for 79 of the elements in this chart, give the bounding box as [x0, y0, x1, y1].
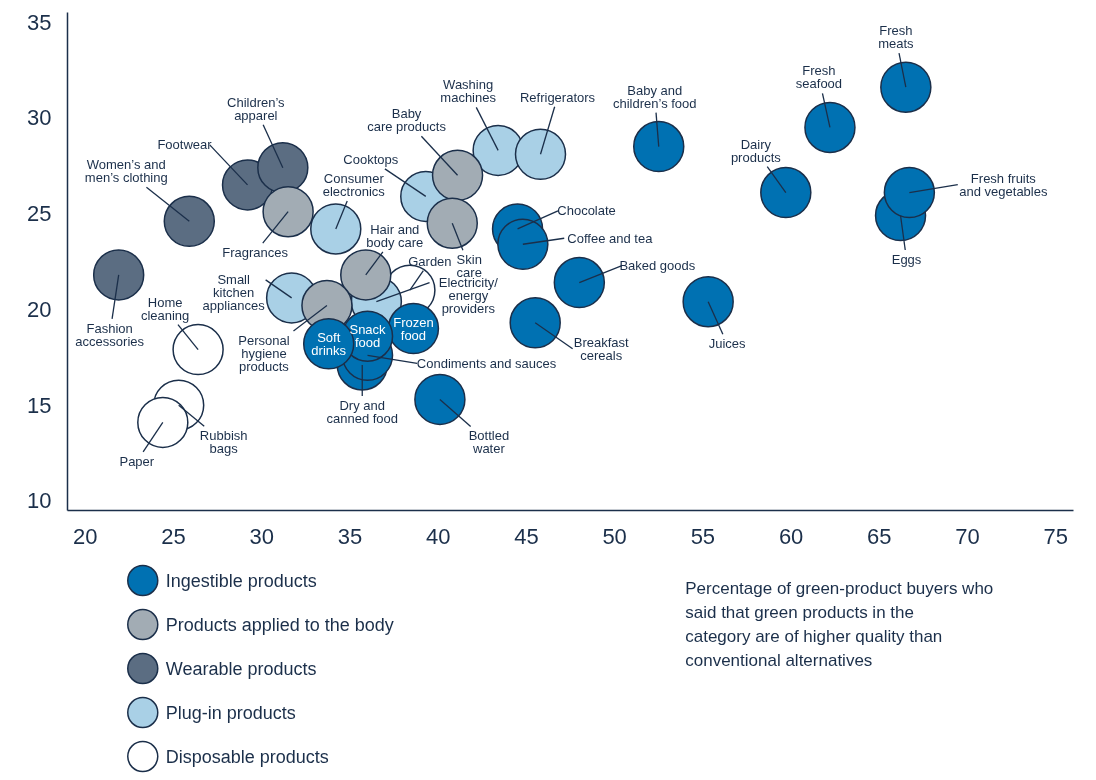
annotation: Snack food — [349, 322, 387, 351]
point — [262, 186, 314, 238]
point — [633, 120, 685, 173]
y-tick-label: 10 — [27, 488, 52, 514]
x-axis-title: Percentage of green-product buyers who said that green products in the category are of higher quality than conventional alternatives — [685, 579, 994, 670]
point — [310, 203, 362, 255]
annotation: Dry and canned food — [326, 397, 399, 426]
x-tick-label: 35 — [337, 523, 363, 549]
y-tick-label: 35 — [27, 9, 52, 35]
x-tick-label: 70 — [955, 523, 980, 549]
point — [340, 249, 392, 301]
point — [883, 166, 936, 219]
point — [257, 141, 309, 194]
point — [880, 61, 932, 113]
annotation: Refrigerators — [519, 89, 596, 105]
annotation: Dairy products — [730, 136, 782, 165]
annotation: Breakfast cereals — [573, 334, 630, 363]
annotation: Baked goods — [619, 258, 696, 274]
annotation: Fragrances — [222, 245, 289, 261]
annotation: Hair and body care — [366, 221, 424, 250]
annotation: Personal hygiene products — [238, 333, 290, 375]
point — [426, 197, 478, 249]
annotation: Baby and children’s food — [612, 82, 697, 111]
annotation: Fashion accessories — [75, 320, 145, 349]
point — [760, 166, 812, 219]
annotation: Fresh fruits and vegetables — [959, 170, 1048, 199]
x-tick-label: 40 — [425, 523, 451, 549]
annotation: Frozen food — [393, 314, 434, 343]
y-tick-label: 30 — [27, 105, 52, 131]
y-tick-label: 15 — [27, 392, 52, 418]
annotation: Washing machines — [440, 77, 497, 106]
annotation: Soft drinks — [311, 329, 347, 358]
x-tick-label: 75 — [1043, 523, 1069, 549]
annotation: Children’s apparel — [227, 94, 286, 123]
annotation: Home cleaning — [140, 294, 190, 323]
point — [172, 323, 224, 376]
annotation: Chocolate — [557, 203, 616, 219]
legend-label: Products applied to the body — [165, 614, 394, 635]
annotation: Juices — [708, 336, 747, 352]
annotation: Condiments and sauces — [416, 355, 557, 371]
x-tick-label: 55 — [690, 523, 716, 549]
annotation: Coffee and tea — [567, 230, 654, 246]
x-tick-label: 65 — [867, 523, 892, 549]
annotation: Small kitchen appliances — [202, 272, 266, 314]
annotation: Cooktops — [343, 151, 399, 167]
annotation: Bottled water — [468, 428, 510, 457]
point — [92, 249, 145, 301]
point — [553, 256, 606, 309]
x-tick-label: 25 — [161, 523, 186, 549]
annotation: Fresh seafood — [795, 63, 843, 92]
legend-label: Disposable products — [165, 746, 329, 767]
x-tick-label: 50 — [602, 523, 627, 549]
annotation: Fresh meats — [878, 23, 915, 52]
annotation: Garden — [408, 253, 452, 269]
annotation: Baby care products — [367, 106, 447, 135]
legend-label: Plug-in products — [165, 702, 296, 723]
x-tick-label: 20 — [72, 523, 98, 549]
annotation: Rubbish bags — [199, 428, 248, 457]
point — [137, 396, 189, 449]
point — [682, 276, 734, 328]
point — [497, 218, 549, 270]
point — [431, 149, 484, 202]
point — [163, 195, 216, 247]
point — [804, 101, 856, 154]
y-tick-label: 20 — [27, 296, 52, 322]
point — [414, 373, 466, 426]
point — [509, 297, 561, 349]
annotation: Consumer electronics — [322, 170, 386, 199]
legend-label: Ingestible products — [165, 570, 317, 591]
annotation: Paper — [119, 453, 155, 469]
annotation: Women’s and men’s clothing — [84, 157, 168, 186]
legend-label: Wearable products — [165, 658, 317, 679]
x-tick-label: 30 — [249, 523, 274, 549]
annotation: Footwear — [157, 137, 213, 153]
y-tick-label: 25 — [27, 201, 52, 227]
point — [514, 128, 567, 180]
annotation: Eggs — [891, 252, 922, 268]
x-tick-label: 45 — [514, 523, 539, 549]
x-tick-label: 60 — [778, 523, 804, 549]
